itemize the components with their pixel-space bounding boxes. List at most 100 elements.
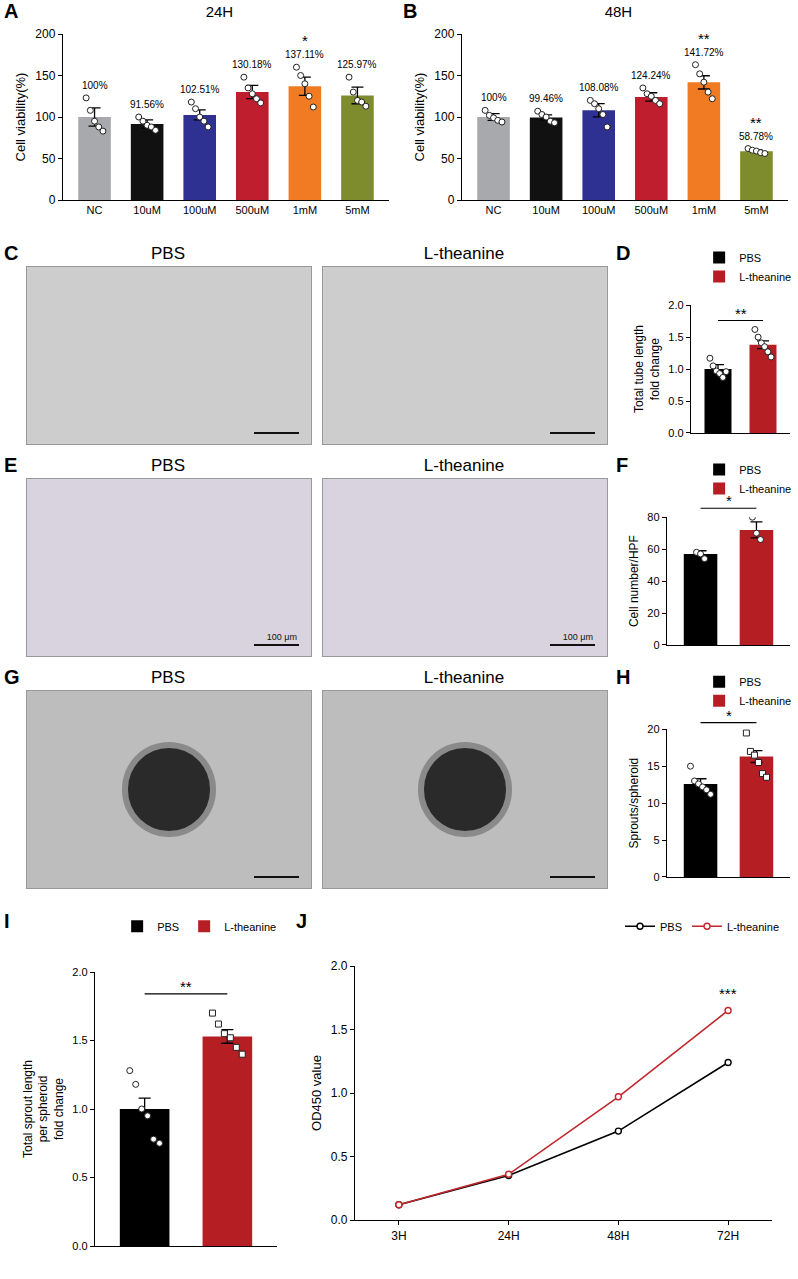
- html-text:A: A: [4, 0, 19, 22]
- svg-text:141.72%: 141.72%: [684, 47, 724, 58]
- svg-text:108.08%: 108.08%: [579, 82, 619, 93]
- svg-text:PBS: PBS: [660, 921, 682, 933]
- svg-text:0.0: 0.0: [668, 427, 683, 439]
- svg-text:Cell viability(%): Cell viability(%): [412, 73, 427, 162]
- html-text:B: B: [403, 0, 418, 22]
- svg-text:PBS: PBS: [157, 921, 179, 933]
- svg-text:100uM: 100uM: [183, 204, 217, 216]
- svg-text:500uM: 500uM: [235, 204, 269, 216]
- svg-text:Total tube lengthfold change: Total tube lengthfold change: [632, 325, 662, 413]
- svg-text:1.0: 1.0: [331, 1086, 348, 1100]
- svg-text:60: 60: [647, 543, 659, 555]
- svg-text:20: 20: [647, 723, 659, 735]
- svg-text:100: 100: [434, 110, 454, 124]
- svg-text:0: 0: [653, 871, 659, 883]
- html-text:L-theanine: L-theanine: [423, 456, 505, 475]
- svg-text:Total sprout lengthper spheroi: Total sprout lengthper spheroidfold chan…: [21, 1060, 66, 1158]
- svg-text:50: 50: [441, 152, 455, 166]
- svg-text:*: *: [302, 32, 308, 49]
- svg-text:125.97%: 125.97%: [337, 59, 377, 70]
- svg-text:1.5: 1.5: [72, 1034, 87, 1046]
- svg-text:2.0: 2.0: [331, 959, 348, 973]
- html-text:PBS: PBS: [151, 456, 185, 475]
- svg-text:1.0: 1.0: [72, 1103, 87, 1115]
- svg-text:80: 80: [647, 511, 659, 523]
- svg-text:NC: NC: [486, 204, 502, 216]
- svg-text:Cell viability(%): Cell viability(%): [13, 73, 28, 162]
- html-text:D: D: [616, 242, 631, 264]
- svg-text:0: 0: [49, 193, 56, 207]
- html-text:L-theanine: L-theanine: [423, 668, 505, 687]
- svg-text:137.11%: 137.11%: [285, 49, 324, 60]
- svg-text:L-theanine: L-theanine: [224, 921, 276, 933]
- svg-text:3H: 3H: [391, 1229, 406, 1243]
- svg-text:1.5: 1.5: [668, 331, 683, 343]
- svg-text:10: 10: [647, 797, 659, 809]
- svg-text:PBS: PBS: [739, 252, 761, 264]
- svg-text:**: **: [735, 305, 747, 322]
- svg-text:5: 5: [653, 834, 659, 846]
- svg-text:PBS: PBS: [739, 464, 761, 476]
- svg-text:58.78%: 58.78%: [739, 131, 773, 142]
- svg-text:50: 50: [42, 152, 56, 166]
- svg-text:L-theanine: L-theanine: [739, 271, 791, 283]
- html-text:PBS: PBS: [151, 244, 185, 263]
- svg-text:0.5: 0.5: [331, 1150, 348, 1164]
- svg-text:40: 40: [647, 575, 659, 587]
- svg-text:NC: NC: [87, 204, 103, 216]
- svg-text:102.51%: 102.51%: [180, 84, 220, 95]
- svg-text:2.0: 2.0: [72, 966, 87, 978]
- svg-text:*: *: [726, 707, 732, 724]
- svg-text:15: 15: [647, 760, 659, 772]
- svg-text:100uM: 100uM: [582, 204, 616, 216]
- svg-text:L-theanine: L-theanine: [739, 695, 791, 707]
- svg-text:*: *: [726, 492, 732, 509]
- svg-text:**: **: [698, 30, 710, 47]
- svg-text:150: 150: [35, 69, 55, 83]
- svg-text:10uM: 10uM: [133, 204, 161, 216]
- svg-text:L-theanine: L-theanine: [727, 921, 779, 933]
- svg-text:**: **: [180, 978, 192, 995]
- svg-text:0: 0: [448, 193, 455, 207]
- svg-text:0.0: 0.0: [72, 1240, 87, 1252]
- svg-text:1mM: 1mM: [293, 204, 317, 216]
- svg-text:OD450 value: OD450 value: [309, 1055, 324, 1131]
- svg-text:0.5: 0.5: [72, 1171, 87, 1183]
- svg-text:1.0: 1.0: [668, 363, 683, 375]
- svg-text:5mM: 5mM: [744, 204, 768, 216]
- svg-text:500uM: 500uM: [634, 204, 668, 216]
- svg-text:1mM: 1mM: [692, 204, 716, 216]
- svg-text:***: ***: [719, 985, 737, 1002]
- svg-text:100: 100: [35, 110, 55, 124]
- svg-text:0.5: 0.5: [668, 395, 683, 407]
- svg-text:200: 200: [434, 27, 454, 41]
- svg-text:48H: 48H: [605, 3, 633, 20]
- html-text:PBS: PBS: [151, 668, 185, 687]
- svg-text:130.18%: 130.18%: [232, 59, 272, 70]
- svg-text:5mM: 5mM: [345, 204, 369, 216]
- svg-text:100%: 100%: [82, 80, 108, 91]
- svg-text:124.24%: 124.24%: [631, 70, 671, 81]
- svg-text:48H: 48H: [607, 1229, 629, 1243]
- svg-text:L-theanine: L-theanine: [739, 483, 791, 495]
- svg-text:99.46%: 99.46%: [529, 93, 563, 104]
- svg-text:Cell number/HPF: Cell number/HPF: [627, 535, 641, 627]
- svg-text:1.5: 1.5: [331, 1023, 348, 1037]
- svg-text:91.56%: 91.56%: [130, 99, 164, 110]
- svg-text:100%: 100%: [481, 92, 507, 103]
- svg-text:Sprouts/spheroid: Sprouts/spheroid: [627, 758, 641, 849]
- svg-text:200: 200: [35, 27, 55, 41]
- svg-text:20: 20: [647, 607, 659, 619]
- svg-text:0.0: 0.0: [331, 1213, 348, 1227]
- svg-text:72H: 72H: [717, 1229, 739, 1243]
- html-text:L-theanine: L-theanine: [423, 244, 505, 263]
- svg-text:0: 0: [653, 639, 659, 651]
- svg-text:24H: 24H: [206, 3, 234, 20]
- svg-text:150: 150: [434, 69, 454, 83]
- html-text:G: G: [4, 666, 20, 688]
- svg-text:24H: 24H: [498, 1229, 520, 1243]
- svg-text:2.0: 2.0: [668, 299, 683, 311]
- svg-text:PBS: PBS: [739, 676, 761, 688]
- svg-text:10uM: 10uM: [532, 204, 560, 216]
- svg-text:**: **: [750, 114, 762, 131]
